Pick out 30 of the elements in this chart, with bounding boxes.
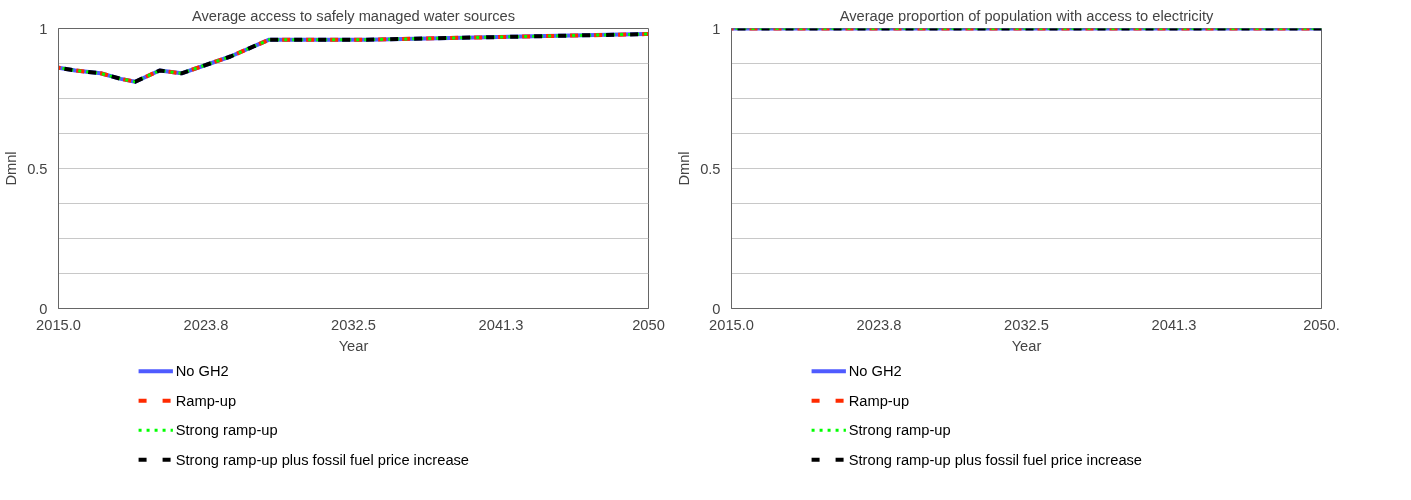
x-tick-label: 2032.5: [331, 316, 376, 333]
y-tick-label: 0: [712, 300, 721, 317]
x-tick-label: 2041.3: [478, 316, 524, 333]
legend-label: Ramp-up: [848, 392, 910, 409]
x-tick-label: 2050.: [1303, 316, 1340, 333]
x-tick-label: 2041.3: [1151, 316, 1197, 333]
x-axis-title: Year: [338, 337, 369, 354]
chart-title: Average access to safely managed water sources: [191, 7, 516, 24]
y-tick-label: 0: [39, 300, 48, 317]
y-tick-label: 1: [39, 20, 48, 37]
x-tick-label: 2015.0: [709, 316, 754, 333]
x-tick-label: 2050: [632, 316, 665, 333]
y-tick-label: 1: [712, 20, 721, 37]
y-tick-label: 0.5: [700, 160, 721, 177]
legend-label: Ramp-up: [175, 392, 237, 409]
legend-label: Strong ramp-up: [848, 422, 951, 439]
legend-label: Strong ramp-up plus fossil fuel price increase: [175, 451, 470, 468]
x-tick-label: 2023.8: [183, 316, 229, 333]
y-tick-label: 0.5: [27, 160, 48, 177]
legend-label: Strong ramp-up plus fossil fuel price increase: [848, 451, 1143, 468]
x-tick-label: 2023.8: [856, 316, 902, 333]
x-axis-title: Year: [1011, 337, 1042, 354]
chart-title: Average proportion of population with access to electricity: [839, 7, 1215, 24]
x-tick-label: 2015.0: [36, 316, 81, 333]
legend-label: No GH2: [175, 363, 229, 380]
legend-label: No GH2: [848, 363, 902, 380]
x-tick-label: 2032.5: [1004, 316, 1049, 333]
y-axis-title: Dmnl: [676, 151, 693, 186]
legend-label: Strong ramp-up: [175, 422, 278, 439]
y-axis-title: Dmnl: [3, 151, 20, 186]
